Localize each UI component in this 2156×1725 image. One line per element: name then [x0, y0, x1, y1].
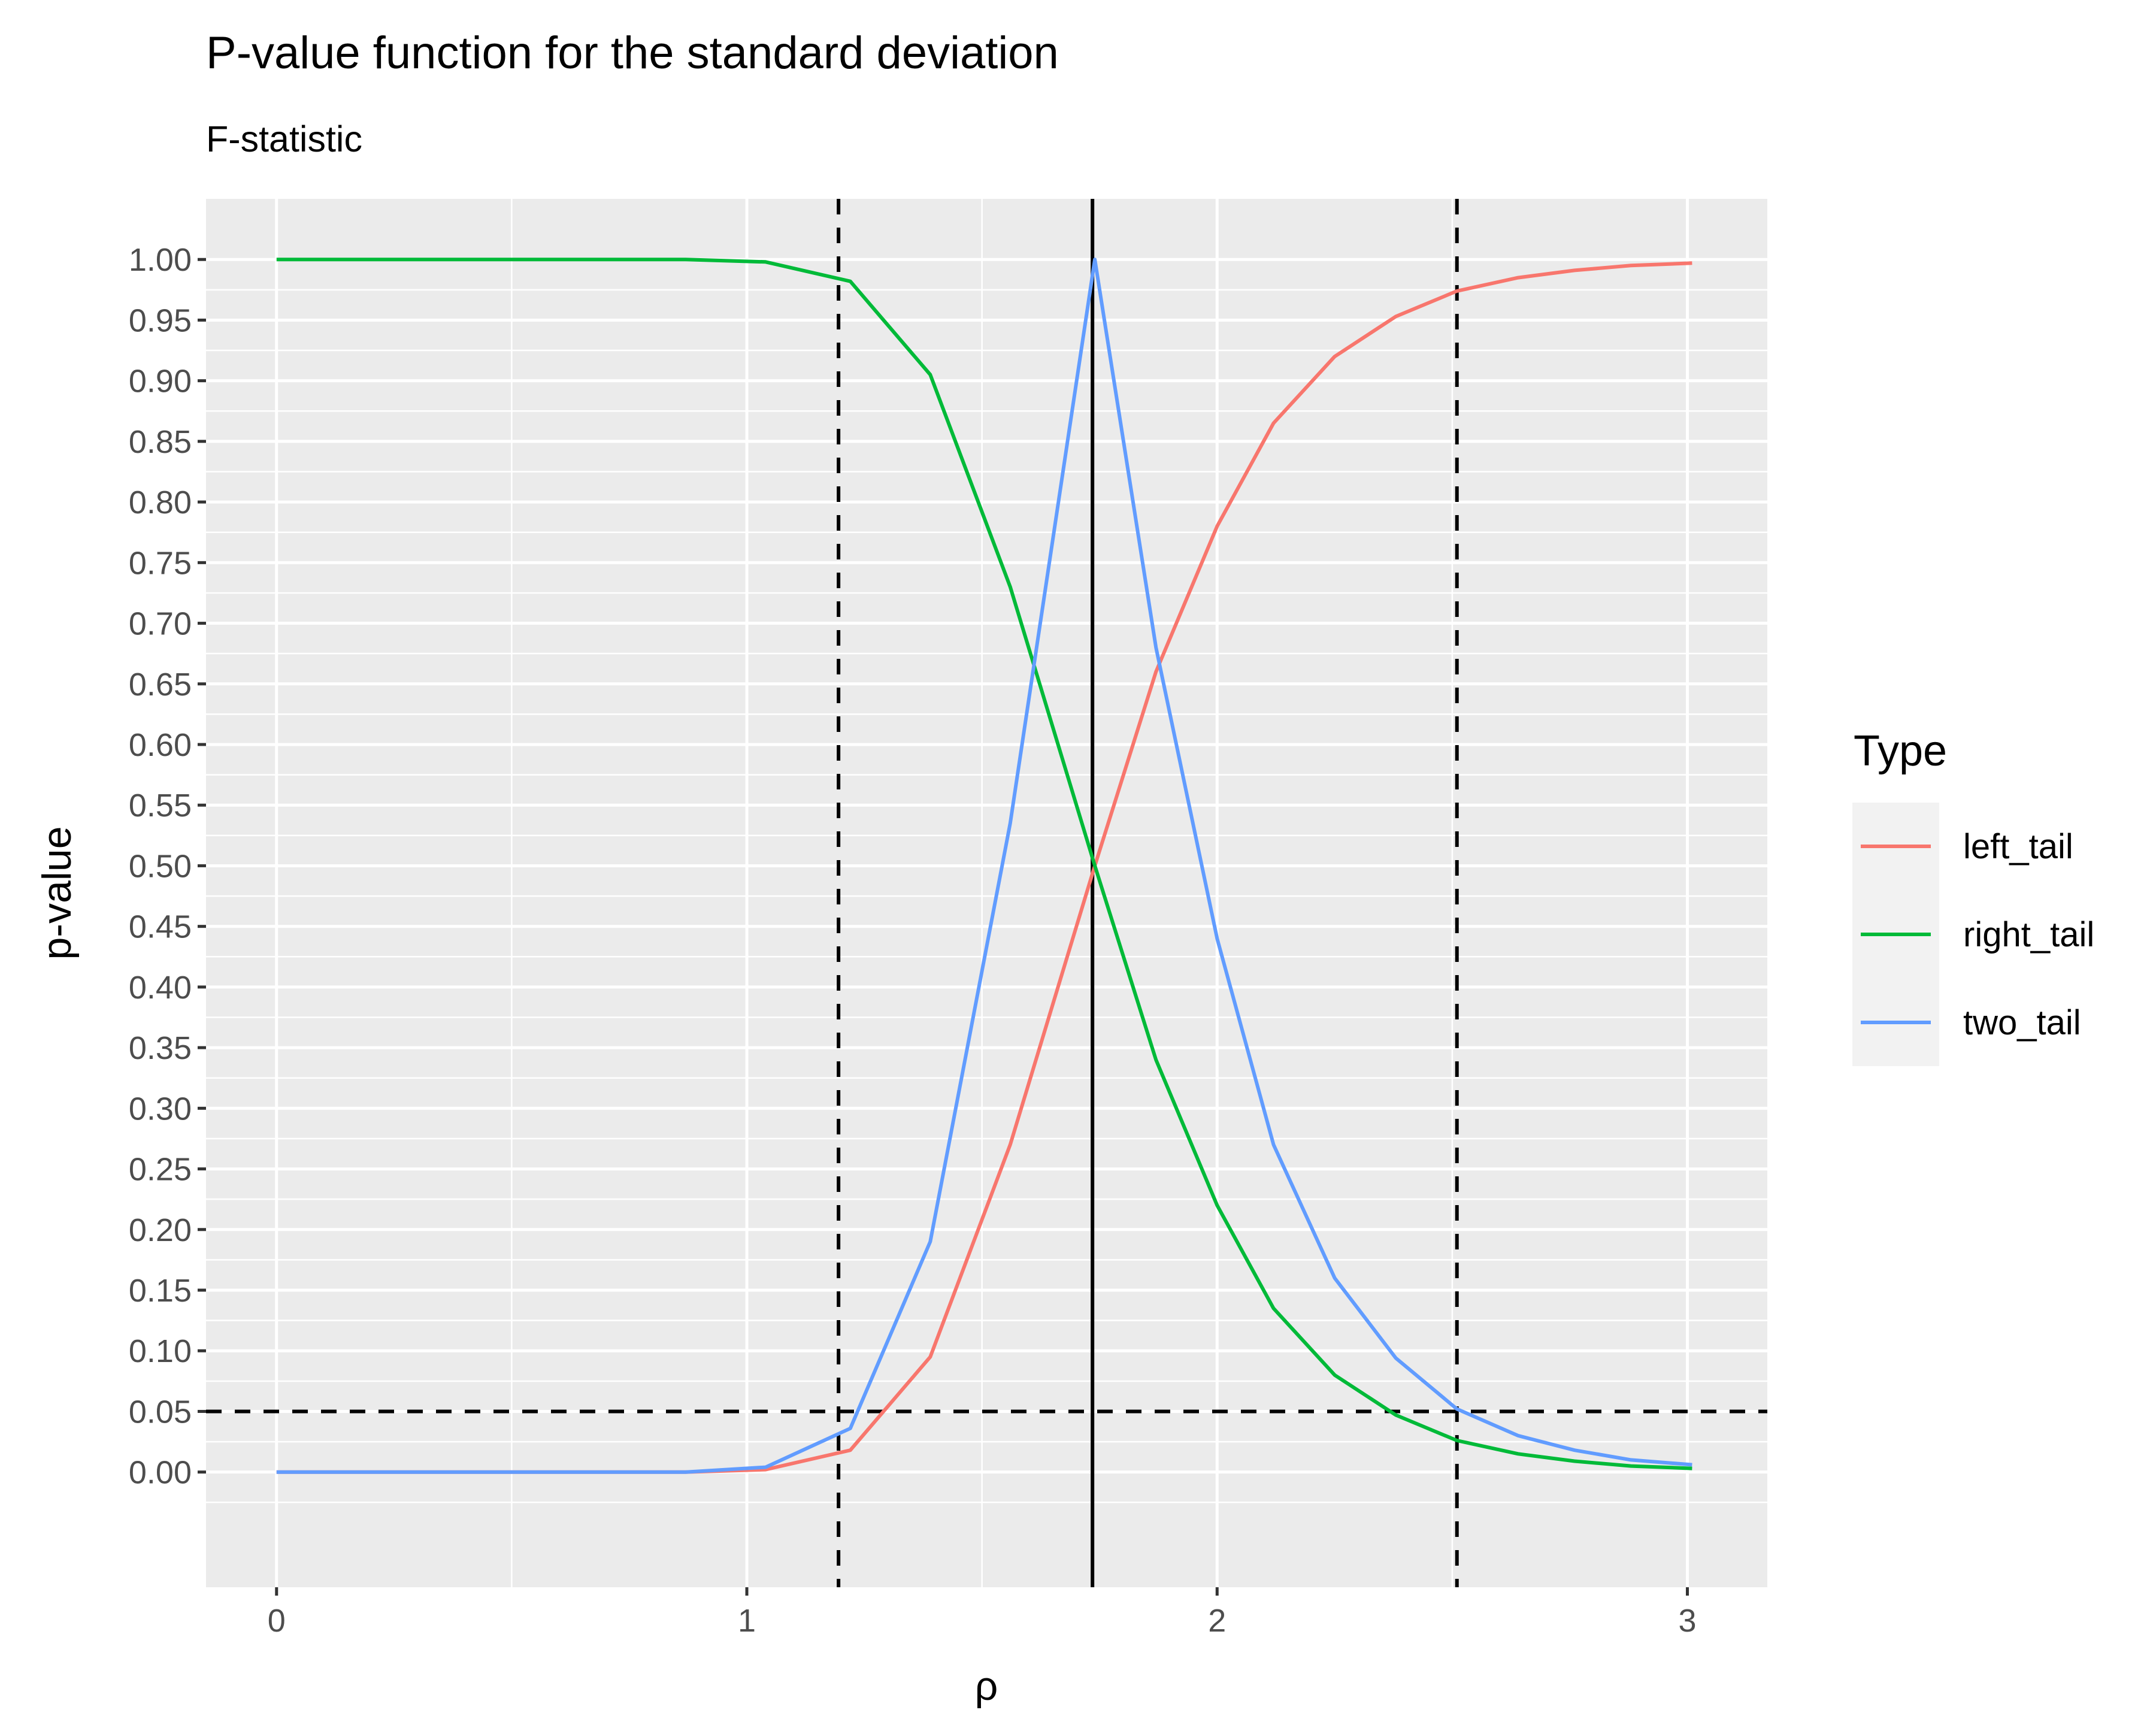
x-tick-label: 1: [738, 1603, 756, 1639]
plot-panel: [206, 199, 1767, 1587]
y-tick-label: 0.05: [129, 1394, 192, 1430]
y-axis: 0.00 0.05 0.10 0.15 0.20 0.25 0.30 0.35 0.40 0.45…: [129, 242, 206, 1491]
legend-items: left_tail right_tail two_tail: [1852, 803, 2094, 1066]
x-tick-label: 2: [1208, 1603, 1226, 1639]
series-line-two-tail: [276, 258, 1692, 1474]
major-grid: [206, 199, 1767, 1587]
y-axis-label: p-value: [34, 826, 80, 960]
x-axis-label: ρ: [975, 1663, 998, 1709]
legend-title: Type: [1854, 727, 1947, 775]
legend: Type left_tail right_tail two_tail: [1852, 727, 2094, 1066]
legend-label-left-tail: left_tail: [1963, 827, 2073, 866]
x-tick-label: 3: [1678, 1603, 1696, 1639]
series-lines: [276, 258, 1692, 1474]
y-tick-label: 0.50: [129, 848, 192, 884]
legend-label-right-tail: right_tail: [1963, 915, 2094, 954]
legend-label-two-tail: two_tail: [1963, 1003, 2081, 1042]
chart-title: P-value function for the standard deviat…: [206, 28, 1059, 78]
y-tick-label: 0.55: [129, 788, 192, 824]
reference-lines: [206, 199, 1767, 1587]
y-tick-label: 0.85: [129, 424, 192, 460]
x-tick-label: 0: [268, 1603, 286, 1639]
y-tick-label: 0.95: [129, 302, 192, 338]
y-tick-label: 0.40: [129, 970, 192, 1006]
y-tick-label: 0.15: [129, 1273, 192, 1309]
y-tick-label: 1.00: [129, 242, 192, 278]
minor-grid: [206, 199, 1767, 1587]
y-tick-label: 0.20: [129, 1212, 192, 1248]
y-tick-label: 0.00: [129, 1455, 192, 1491]
y-tick-label: 0.25: [129, 1152, 192, 1188]
y-tick-label: 0.90: [129, 364, 192, 400]
y-tick-label: 0.45: [129, 909, 192, 945]
y-tick-label: 0.35: [129, 1030, 192, 1066]
y-tick-label: 0.30: [129, 1091, 192, 1127]
chart-subtitle: F-statistic: [206, 119, 362, 159]
y-tick-label: 0.70: [129, 606, 192, 642]
y-tick-label: 0.80: [129, 485, 192, 520]
y-tick-label: 0.10: [129, 1333, 192, 1369]
y-tick-label: 0.60: [129, 727, 192, 763]
y-tick-label: 0.75: [129, 545, 192, 581]
y-tick-label: 0.65: [129, 667, 192, 703]
series-line-right-tail: [276, 258, 1692, 1470]
series-line-left-tail: [276, 261, 1692, 1474]
x-axis: 0 1 2 3: [268, 1587, 1697, 1639]
